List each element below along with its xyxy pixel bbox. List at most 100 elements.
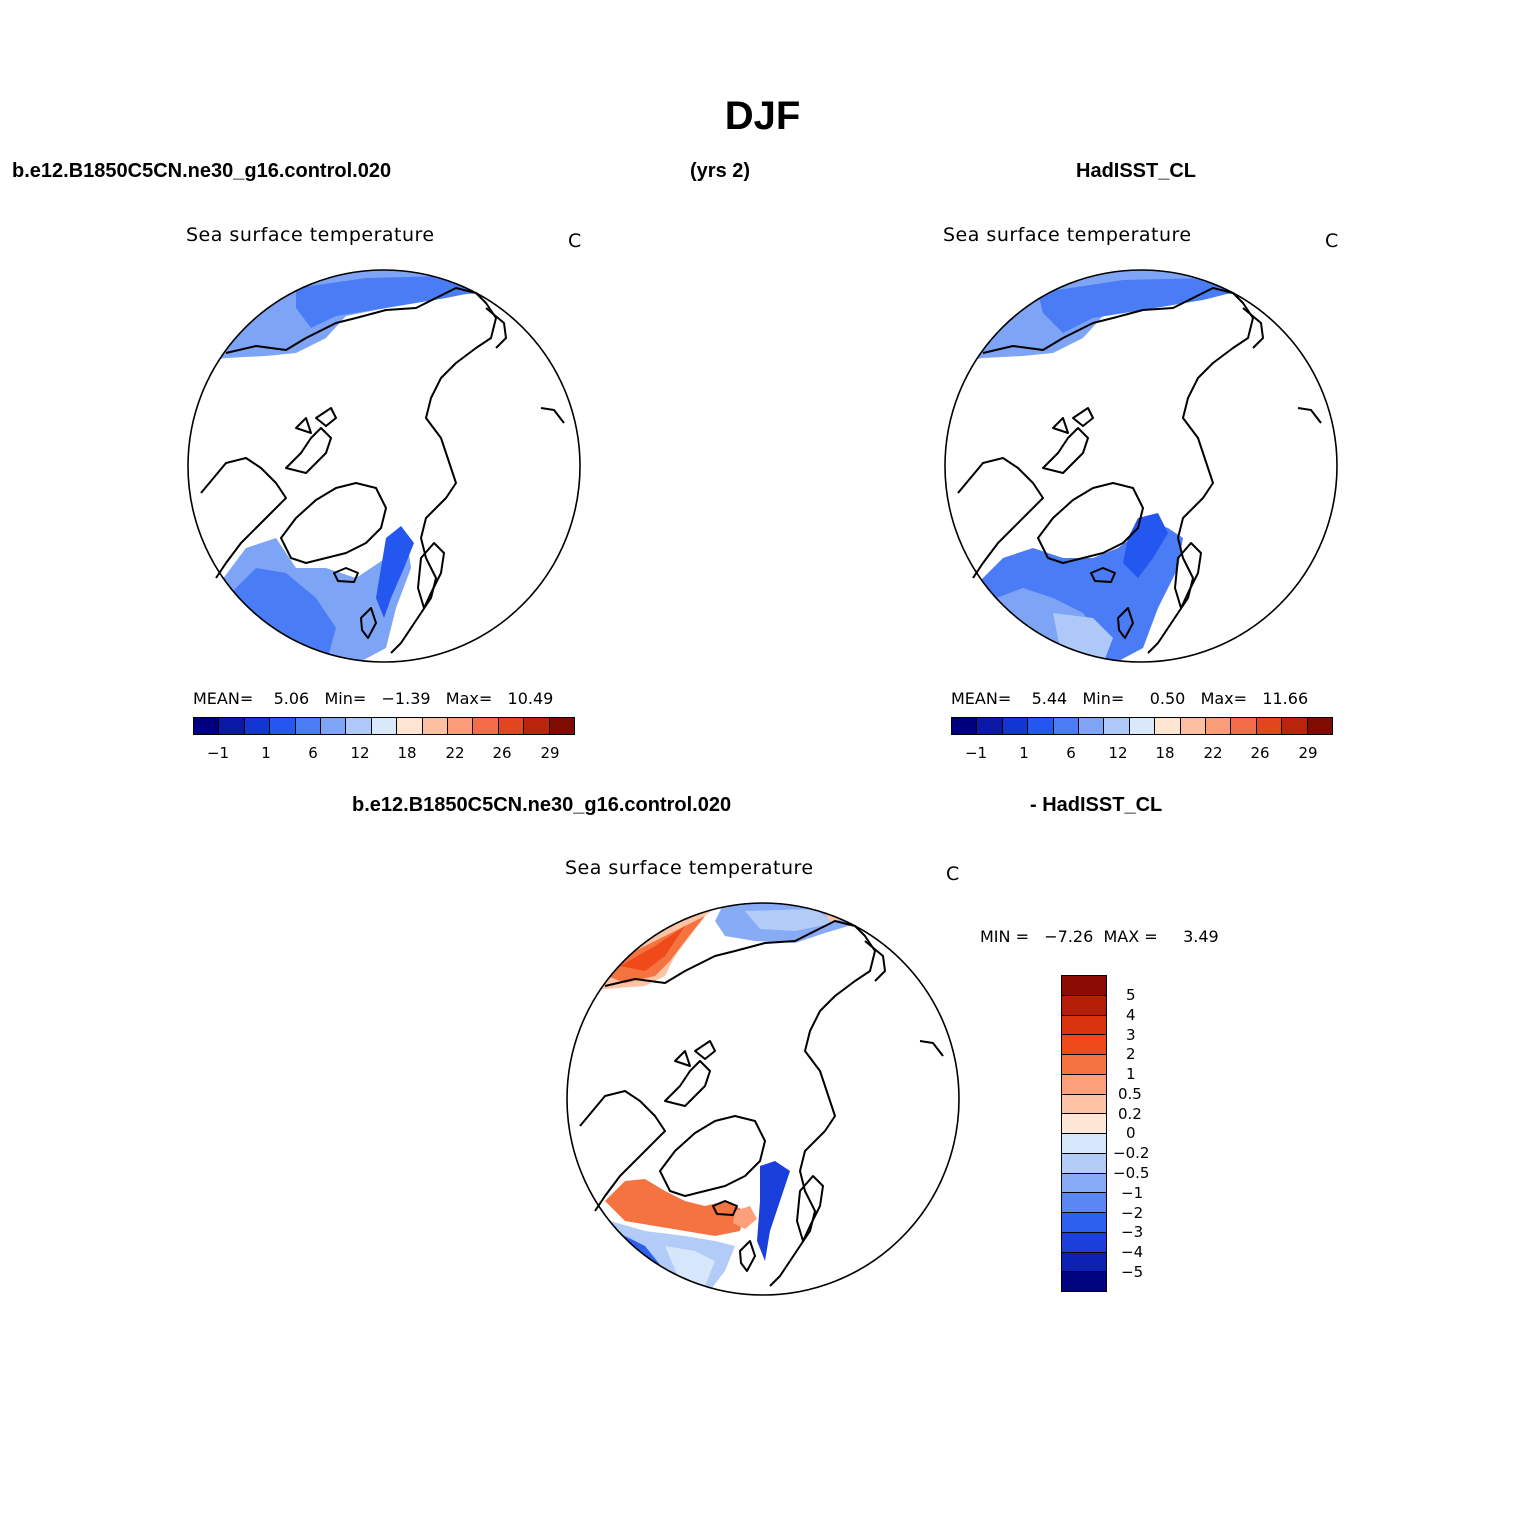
model-tick: −1 bbox=[206, 744, 230, 762]
diff-panel-title: Sea surface temperature bbox=[565, 857, 814, 879]
model-pacific-sst-cold bbox=[296, 276, 486, 328]
diff-tick: −1 bbox=[1121, 1184, 1144, 1202]
diff-header-right: - HadISST_CL bbox=[1030, 794, 1163, 816]
obs-case-header: HadISST_CL bbox=[1076, 160, 1197, 182]
obs-polar-map bbox=[944, 269, 1338, 663]
obs-tick: 12 bbox=[1108, 744, 1128, 762]
colorbar-swatch bbox=[1028, 718, 1054, 734]
diff-colorbar-swatch bbox=[1062, 1114, 1106, 1134]
diff-tick: 3 bbox=[1126, 1026, 1136, 1044]
colorbar-swatch bbox=[295, 718, 322, 734]
diff-tick: 0.2 bbox=[1118, 1105, 1142, 1123]
obs-tick: 6 bbox=[1066, 744, 1076, 762]
diff-colorbar-swatch bbox=[1062, 1232, 1106, 1253]
colorbar-swatch bbox=[1282, 718, 1308, 734]
colorbar-swatch bbox=[346, 718, 372, 734]
diff-colorbar bbox=[1061, 975, 1107, 1292]
diff-coastline-uk bbox=[739, 1240, 756, 1272]
colorbar-swatch bbox=[397, 718, 423, 734]
obs-stats: MEAN= 5.44 Min= 0.50 Max= 11.66 bbox=[951, 689, 1309, 708]
colorbar-swatch bbox=[1079, 718, 1105, 734]
colorbar-swatch bbox=[1206, 718, 1232, 734]
obs-tick: 26 bbox=[1250, 744, 1270, 762]
model-colorbar-ticks: −1 1 6 12 18 22 26 29 bbox=[193, 744, 575, 764]
diff-coastline-greenland bbox=[659, 1115, 766, 1197]
diff-tick: −4 bbox=[1121, 1243, 1144, 1261]
model-coastline-island bbox=[540, 407, 565, 424]
colorbar-swatch bbox=[1002, 718, 1029, 734]
diff-tick: 4 bbox=[1126, 1006, 1136, 1024]
model-coastline-namerica bbox=[200, 457, 287, 579]
diff-colorbar-swatch bbox=[1062, 1213, 1106, 1233]
model-tick: 18 bbox=[397, 744, 417, 762]
diff-colorbar-swatch bbox=[1062, 1055, 1106, 1075]
model-norwegian-sea-sst bbox=[376, 526, 414, 618]
model-tick: 22 bbox=[445, 744, 465, 762]
diff-stats: MIN = −7.26 MAX = 3.49 bbox=[980, 927, 1219, 946]
years-header: (yrs 2) bbox=[690, 160, 751, 182]
colorbar-swatch bbox=[952, 718, 978, 734]
diff-colorbar-swatch bbox=[1062, 1035, 1106, 1055]
diff-panel-units: C bbox=[946, 863, 960, 885]
diff-tick: 5 bbox=[1126, 986, 1136, 1004]
obs-norwegian-sea-sst bbox=[1123, 513, 1168, 578]
obs-colorbar bbox=[951, 717, 1333, 735]
diff-coastline-iceland bbox=[712, 1200, 738, 1216]
obs-coastline-namerica bbox=[957, 457, 1044, 579]
figure-title: DJF bbox=[724, 94, 801, 138]
model-map-boundary bbox=[187, 269, 581, 663]
diff-iceland-warm bbox=[733, 1206, 757, 1229]
diff-colorbar-swatch bbox=[1062, 995, 1106, 1016]
diff-tick: −0.5 bbox=[1113, 1164, 1150, 1182]
diff-tick: 1 bbox=[1126, 1065, 1136, 1083]
obs-coastline-archipelago bbox=[1042, 407, 1094, 474]
model-coastline-greenland bbox=[280, 482, 387, 564]
colorbar-swatch bbox=[1307, 718, 1333, 734]
diff-colorbar-swatch bbox=[1062, 1173, 1106, 1194]
diff-atlantic-neutral bbox=[665, 1246, 715, 1286]
colorbar-swatch bbox=[1053, 718, 1080, 734]
obs-colorbar-swatches bbox=[951, 717, 1333, 735]
model-polar-map bbox=[187, 269, 581, 663]
obs-tick: 22 bbox=[1203, 744, 1223, 762]
colorbar-swatch bbox=[371, 718, 398, 734]
diff-coastline-archipelago bbox=[664, 1040, 716, 1107]
diff-pacific-weak-cold bbox=[745, 909, 835, 931]
diff-coastline-namerica bbox=[579, 1090, 666, 1212]
obs-colorbar-ticks: −1 1 6 12 18 22 26 29 bbox=[951, 744, 1333, 764]
colorbar-swatch bbox=[977, 718, 1003, 734]
colorbar-swatch bbox=[1231, 718, 1257, 734]
diff-tick: 2 bbox=[1126, 1045, 1136, 1063]
model-stats: MEAN= 5.06 Min= −1.39 Max= 10.49 bbox=[193, 689, 554, 708]
colorbar-swatch bbox=[194, 718, 220, 734]
diff-header-left: b.e12.B1850C5CN.ne30_g16.control.020 bbox=[352, 794, 732, 816]
diff-map-boundary bbox=[566, 902, 960, 1296]
obs-coastline-uk bbox=[1117, 607, 1134, 639]
colorbar-swatch bbox=[321, 718, 347, 734]
colorbar-swatch bbox=[270, 718, 296, 734]
diff-coastline-island bbox=[919, 1040, 944, 1057]
model-coastline-scandinavia bbox=[417, 542, 445, 609]
model-coastline-alaska-east bbox=[485, 307, 507, 349]
model-coastline-uk bbox=[360, 607, 377, 639]
colorbar-swatch bbox=[1180, 718, 1207, 734]
diff-colorbar-swatch bbox=[1062, 1153, 1106, 1174]
obs-coastline-scandinavia bbox=[1174, 542, 1202, 609]
diff-colorbar-swatch bbox=[1062, 976, 1106, 996]
diff-tick: 0 bbox=[1126, 1124, 1136, 1142]
diff-tick: 0.5 bbox=[1118, 1085, 1142, 1103]
obs-tick: 1 bbox=[1019, 744, 1029, 762]
obs-panel-title: Sea surface temperature bbox=[943, 224, 1192, 246]
model-colorbar-swatches bbox=[193, 717, 575, 735]
diff-norwegian-sea-cold bbox=[757, 1161, 790, 1261]
diff-colorbar-swatch bbox=[1062, 1193, 1106, 1213]
diff-tick: −2 bbox=[1121, 1204, 1144, 1222]
diff-colorbar-swatch bbox=[1062, 1134, 1106, 1154]
model-tick: 6 bbox=[308, 744, 318, 762]
obs-map-boundary bbox=[944, 269, 1338, 663]
model-tick: 12 bbox=[350, 744, 370, 762]
colorbar-swatch bbox=[448, 718, 474, 734]
colorbar-swatch bbox=[524, 718, 550, 734]
diff-pacific-strongest-warm bbox=[620, 926, 685, 971]
diff-colorbar-swatch bbox=[1062, 1074, 1106, 1095]
